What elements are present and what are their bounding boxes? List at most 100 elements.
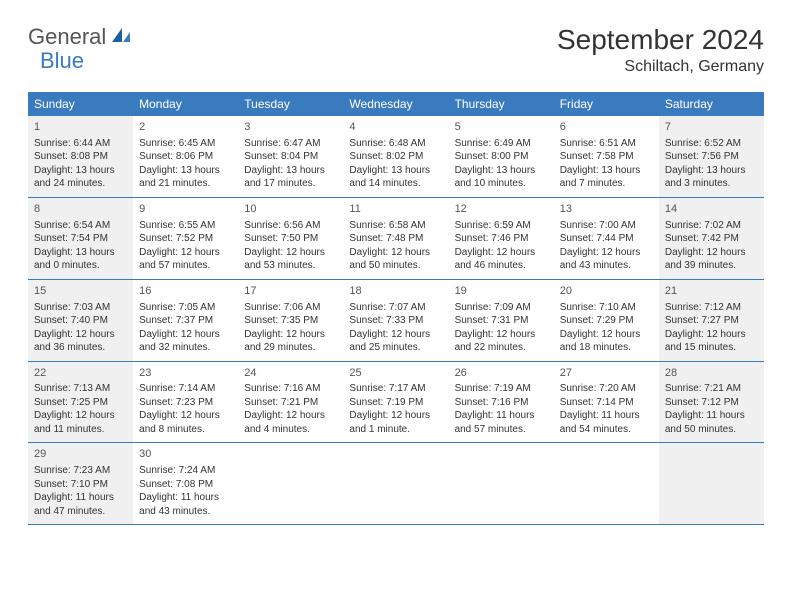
day-sunrise: Sunrise: 7:12 AM [665, 301, 758, 315]
day-number: 3 [244, 120, 337, 135]
day-number: 8 [34, 202, 127, 217]
day-header-row: SundayMondayTuesdayWednesdayThursdayFrid… [28, 92, 764, 116]
day-cell: 2Sunrise: 6:45 AMSunset: 8:06 PMDaylight… [133, 116, 238, 197]
day-sunrise: Sunrise: 7:17 AM [349, 382, 442, 396]
day-header-cell: Friday [554, 92, 659, 116]
day-daylight2: and 39 minutes. [665, 259, 758, 273]
day-sunset: Sunset: 7:33 PM [349, 314, 442, 328]
day-number: 16 [139, 284, 232, 299]
day-sunrise: Sunrise: 7:02 AM [665, 219, 758, 233]
day-cell: 1Sunrise: 6:44 AMSunset: 8:08 PMDaylight… [28, 116, 133, 197]
day-sunset: Sunset: 7:27 PM [665, 314, 758, 328]
day-cell: 6Sunrise: 6:51 AMSunset: 7:58 PMDaylight… [554, 116, 659, 197]
day-sunrise: Sunrise: 6:45 AM [139, 137, 232, 151]
day-sunset: Sunset: 7:50 PM [244, 232, 337, 246]
day-daylight1: Daylight: 13 hours [349, 164, 442, 178]
day-cell: 27Sunrise: 7:20 AMSunset: 7:14 PMDayligh… [554, 362, 659, 443]
day-daylight1: Daylight: 12 hours [139, 246, 232, 260]
day-sunset: Sunset: 7:52 PM [139, 232, 232, 246]
day-sunrise: Sunrise: 7:05 AM [139, 301, 232, 315]
day-cell [343, 443, 448, 524]
day-daylight1: Daylight: 13 hours [665, 164, 758, 178]
day-daylight1: Daylight: 11 hours [665, 409, 758, 423]
day-number: 21 [665, 284, 758, 299]
day-daylight2: and 14 minutes. [349, 177, 442, 191]
day-number: 26 [455, 366, 548, 381]
day-sunrise: Sunrise: 7:23 AM [34, 464, 127, 478]
day-daylight2: and 54 minutes. [560, 423, 653, 437]
day-sunrise: Sunrise: 6:56 AM [244, 219, 337, 233]
day-cell: 3Sunrise: 6:47 AMSunset: 8:04 PMDaylight… [238, 116, 343, 197]
day-daylight2: and 11 minutes. [34, 423, 127, 437]
day-number: 29 [34, 447, 127, 462]
header: General September 2024 Schiltach, German… [28, 24, 764, 76]
week-row: 15Sunrise: 7:03 AMSunset: 7:40 PMDayligh… [28, 280, 764, 362]
day-cell [449, 443, 554, 524]
day-cell: 24Sunrise: 7:16 AMSunset: 7:21 PMDayligh… [238, 362, 343, 443]
day-cell: 11Sunrise: 6:58 AMSunset: 7:48 PMDayligh… [343, 198, 448, 279]
day-sunrise: Sunrise: 6:55 AM [139, 219, 232, 233]
day-sunset: Sunset: 8:00 PM [455, 150, 548, 164]
day-daylight1: Daylight: 12 hours [244, 246, 337, 260]
day-sunset: Sunset: 8:08 PM [34, 150, 127, 164]
day-sunrise: Sunrise: 6:52 AM [665, 137, 758, 151]
day-daylight1: Daylight: 13 hours [244, 164, 337, 178]
day-cell: 8Sunrise: 6:54 AMSunset: 7:54 PMDaylight… [28, 198, 133, 279]
day-daylight1: Daylight: 11 hours [560, 409, 653, 423]
day-daylight2: and 57 minutes. [455, 423, 548, 437]
day-daylight2: and 0 minutes. [34, 259, 127, 273]
day-number: 28 [665, 366, 758, 381]
day-daylight2: and 22 minutes. [455, 341, 548, 355]
day-daylight1: Daylight: 12 hours [349, 409, 442, 423]
day-sunset: Sunset: 7:14 PM [560, 396, 653, 410]
day-number: 22 [34, 366, 127, 381]
day-number: 4 [349, 120, 442, 135]
day-daylight1: Daylight: 12 hours [560, 246, 653, 260]
day-daylight2: and 46 minutes. [455, 259, 548, 273]
day-sunrise: Sunrise: 7:00 AM [560, 219, 653, 233]
day-cell: 29Sunrise: 7:23 AMSunset: 7:10 PMDayligh… [28, 443, 133, 524]
day-sunset: Sunset: 7:56 PM [665, 150, 758, 164]
day-daylight1: Daylight: 12 hours [244, 328, 337, 342]
day-sunset: Sunset: 7:29 PM [560, 314, 653, 328]
day-cell: 23Sunrise: 7:14 AMSunset: 7:23 PMDayligh… [133, 362, 238, 443]
day-daylight2: and 15 minutes. [665, 341, 758, 355]
day-cell: 26Sunrise: 7:19 AMSunset: 7:16 PMDayligh… [449, 362, 554, 443]
day-daylight2: and 50 minutes. [349, 259, 442, 273]
day-sunset: Sunset: 7:19 PM [349, 396, 442, 410]
day-number: 19 [455, 284, 548, 299]
day-sunset: Sunset: 7:25 PM [34, 396, 127, 410]
logo-blue-wrap: Blue [40, 48, 84, 74]
day-daylight2: and 50 minutes. [665, 423, 758, 437]
day-cell: 9 Sunrise: 6:55 AMSunset: 7:52 PMDaylight… [133, 198, 238, 279]
day-sunset: Sunset: 7:12 PM [665, 396, 758, 410]
day-cell: 21Sunrise: 7:12 AMSunset: 7:27 PMDayligh… [659, 280, 764, 361]
day-daylight2: and 1 minute. [349, 423, 442, 437]
day-number: 7 [665, 120, 758, 135]
day-sunset: Sunset: 7:10 PM [34, 478, 127, 492]
day-daylight2: and 8 minutes. [139, 423, 232, 437]
day-number: 1 [34, 120, 127, 135]
day-cell: 19Sunrise: 7:09 AMSunset: 7:31 PMDayligh… [449, 280, 554, 361]
day-sunrise: Sunrise: 7:14 AM [139, 382, 232, 396]
day-cell: 17Sunrise: 7:06 AMSunset: 7:35 PMDayligh… [238, 280, 343, 361]
day-daylight1: Daylight: 12 hours [455, 328, 548, 342]
day-sunset: Sunset: 7:54 PM [34, 232, 127, 246]
day-number: 13 [560, 202, 653, 217]
day-cell: 28Sunrise: 7:21 AMSunset: 7:12 PMDayligh… [659, 362, 764, 443]
day-cell: 18Sunrise: 7:07 AMSunset: 7:33 PMDayligh… [343, 280, 448, 361]
day-cell: 7 Sunrise: 6:52 AMSunset: 7:56 PMDaylight… [659, 116, 764, 197]
month-title: September 2024 [557, 24, 764, 56]
day-cell [554, 443, 659, 524]
day-daylight2: and 3 minutes. [665, 177, 758, 191]
logo-text-blue: Blue [40, 48, 84, 73]
weeks-container: 1Sunrise: 6:44 AMSunset: 8:08 PMDaylight… [28, 116, 764, 525]
day-header-cell: Sunday [28, 92, 133, 116]
day-sunset: Sunset: 7:46 PM [455, 232, 548, 246]
day-daylight1: Daylight: 11 hours [139, 491, 232, 505]
day-sunset: Sunset: 7:21 PM [244, 396, 337, 410]
day-number: 9 [139, 202, 232, 217]
day-cell: 15Sunrise: 7:03 AMSunset: 7:40 PMDayligh… [28, 280, 133, 361]
day-sunset: Sunset: 7:58 PM [560, 150, 653, 164]
day-sunrise: Sunrise: 7:06 AM [244, 301, 337, 315]
